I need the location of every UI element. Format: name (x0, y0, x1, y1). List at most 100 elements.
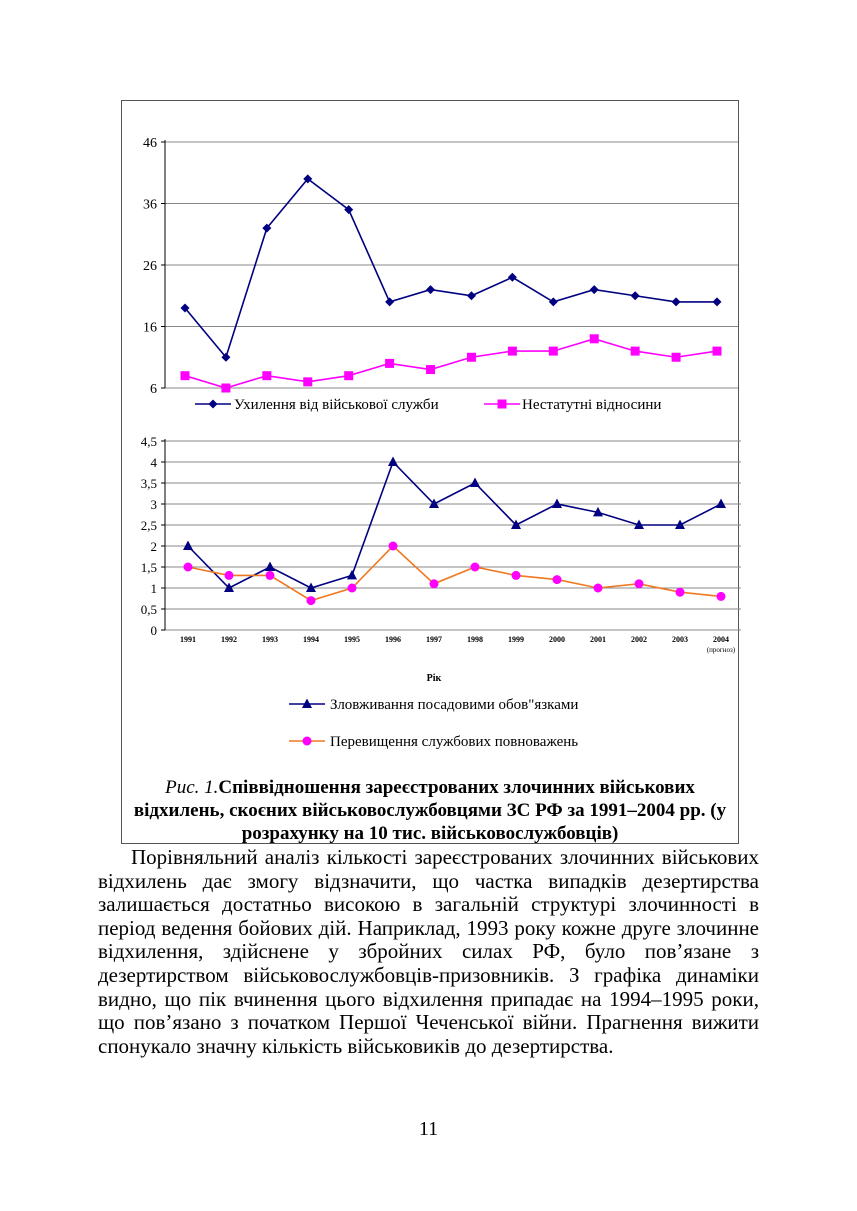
chart2-series-1-point (552, 498, 562, 508)
chart1-series-2-point (262, 371, 272, 381)
chart2-series-1-point (716, 498, 726, 508)
chart2-series-1-point (388, 456, 398, 466)
chart2-series-2-point (675, 587, 685, 597)
chart1-series-1-point (180, 303, 190, 313)
chart2-ytick-label: 1 (151, 581, 158, 596)
chart1-legend-2-marker (497, 399, 507, 409)
chart2-series-1-point (347, 569, 357, 580)
chart2-legend-1-marker (302, 698, 312, 708)
chart2-xtick-label: 1993 (262, 635, 278, 644)
chart1-series-2-point (630, 346, 640, 356)
chart1-ytick-label: 36 (143, 198, 157, 213)
chart2-x-axis-label: Рік (427, 673, 442, 684)
chart1-series-1-point (466, 291, 476, 301)
chart2-series-2-point (429, 579, 439, 589)
figure-caption: Рис. 1.Співвідношення зареєстрованих зло… (124, 776, 736, 845)
figure-frame (121, 100, 739, 844)
chart2-xtick-label: 1996 (385, 635, 401, 644)
chart2-series-1-point (429, 498, 439, 508)
chart2-series-1-point (675, 519, 685, 529)
chart1-series-1-point (507, 272, 517, 282)
chart1-ytick-label: 6 (150, 382, 157, 397)
chart1-series-2-point (344, 371, 354, 381)
chart2-ytick-label: 3 (151, 497, 158, 512)
chart2-series-2-point (265, 570, 275, 580)
chart1-series-2-point (180, 371, 190, 381)
chart2-xtick-label: 2004 (713, 635, 729, 644)
chart2-ytick-label: 0,5 (141, 602, 157, 617)
chart1-series-2-point (507, 346, 517, 356)
chart1-legend-1-label: Ухилення від військової служби (234, 397, 439, 413)
chart2-ytick-label: 2,5 (141, 518, 157, 533)
chart2-series-2-point (306, 596, 316, 606)
chart1-series-2-point (385, 358, 395, 368)
chart2-ytick-label: 4,5 (141, 434, 157, 449)
chart2-series-1-line (187, 460, 722, 589)
chart2-xtick-label: 1991 (180, 635, 196, 644)
chart1-series-1-point (630, 291, 640, 301)
chart2-series-1-point (265, 561, 275, 571)
chart1-series-2-point (466, 352, 476, 362)
chart2-series-2-point (634, 579, 644, 589)
chart2-ytick-label: 4 (151, 455, 158, 470)
chart1-series-2-point (671, 352, 681, 362)
chart2-xtick-label: 2001 (590, 635, 606, 644)
chart2-ytick-label: 2 (151, 539, 158, 554)
chart2-legend-1-label: Зловживання посадовими обов"язками (330, 697, 578, 713)
chart2-series-1-point (593, 506, 603, 517)
chart2-series-1-point (306, 582, 316, 592)
chart2-series-2-point (388, 541, 398, 551)
chart2-xtick-label: 1998 (467, 635, 483, 644)
chart2-xtick-note: (прогноз) (707, 646, 736, 654)
chart2-ytick-label: 1,5 (141, 560, 157, 575)
chart1-series-2-line (184, 337, 718, 389)
chart2-series-1-point (224, 582, 234, 592)
chart2-series-2-point (347, 583, 357, 593)
chart2-series-1-point (183, 540, 193, 550)
chart1-series-1-point (589, 285, 599, 295)
chart1-series-1-point (548, 297, 558, 307)
chart2-xtick-label: 1994 (303, 635, 319, 644)
chart2-series-2-point (183, 562, 193, 572)
chart2-xtick-label: 1995 (344, 635, 360, 644)
chart1-series-1-point (671, 297, 681, 307)
chart1-series-2-point (221, 383, 231, 393)
chart1-series-2-point (589, 334, 599, 344)
chart2-ytick-label: 3,5 (141, 476, 157, 491)
chart1-legend-2-label: Нестатутні відносини (522, 397, 661, 413)
chart1-series-2-point (548, 346, 558, 356)
chart1-series-1-line (184, 177, 717, 359)
chart2-series-2-point (716, 591, 726, 601)
body-paragraph: Порівняльний аналіз кількості зареєстров… (98, 845, 759, 1058)
chart2-legend-2-marker (302, 736, 312, 746)
chart1-series-1-point (303, 174, 313, 184)
page-number: 11 (418, 1118, 439, 1140)
chart1-series-1-point (262, 223, 272, 233)
chart1-series-2-point (303, 377, 313, 387)
chart1-series-1-point (344, 205, 354, 215)
chart2-xtick-label: 1999 (508, 635, 524, 644)
chart2-xtick-label: 2000 (549, 635, 565, 644)
chart2-series-2-point (224, 570, 234, 580)
caption-title: Співвідношення зареєстрованих злочинних … (133, 777, 727, 844)
chart2-series-1-point (470, 477, 480, 487)
caption-label: Рис. 1. (165, 777, 219, 798)
chart2-xtick-label: 2002 (631, 635, 647, 644)
chart1-series-1-point (426, 285, 436, 295)
chart1-series-1-point (712, 297, 722, 307)
chart2-xtick-label: 2003 (672, 635, 688, 644)
chart1-ytick-label: 46 (143, 136, 157, 151)
chart2-legend-2-label: Перевищення службових повноважень (330, 734, 578, 750)
chart2-xtick-label: 1992 (221, 635, 237, 644)
chart1-ytick-label: 16 (143, 321, 157, 336)
chart2-series-2-point (593, 583, 603, 593)
chart2-series-1-point (511, 519, 521, 529)
chart2-xtick-label: 1997 (426, 635, 442, 644)
chart2-series-1-point (634, 519, 644, 529)
chart2-ytick-label: 0 (151, 623, 158, 638)
chart2-series-2-line (187, 544, 722, 602)
chart2-series-2-point (552, 575, 562, 585)
chart1-series-2-point (426, 365, 436, 375)
chart1-series-1-point (385, 297, 395, 307)
